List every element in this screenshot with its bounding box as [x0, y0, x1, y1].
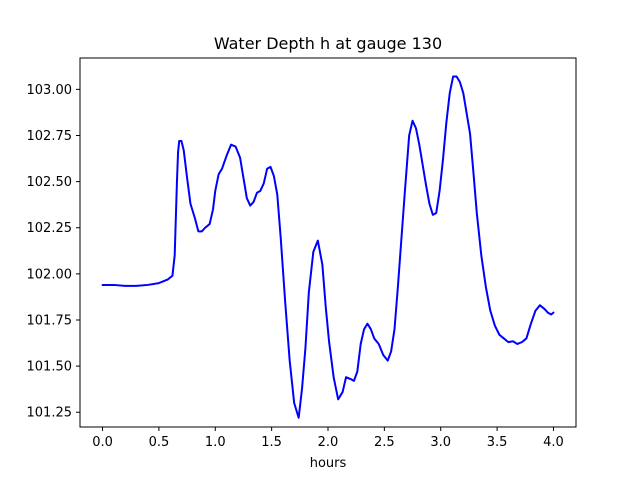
x-tick-label: 3.5	[487, 435, 508, 450]
plot-area	[79, 57, 577, 428]
y-tick-label: 102.50	[27, 175, 73, 190]
x-tick-label: 2.0	[318, 435, 339, 450]
y-tick-label: 102.00	[27, 267, 73, 282]
x-axis-label: hours	[310, 456, 347, 471]
y-tick-label: 102.75	[27, 129, 73, 144]
axes-frame	[79, 57, 577, 428]
x-tick-label: 0.0	[92, 435, 113, 450]
y-tick-label: 101.75	[27, 313, 73, 328]
x-tick-label: 1.0	[205, 435, 226, 450]
y-tick-label: 102.25	[27, 221, 73, 236]
x-tick-label: 3.0	[430, 435, 451, 450]
y-tick-label: 101.50	[27, 360, 73, 375]
chart-title: Water Depth h at gauge 130	[214, 34, 442, 53]
y-axis: 101.25 101.50 101.75 102.00 102.25 102.50 102.…	[27, 83, 80, 421]
x-tick-label: 2.5	[374, 435, 395, 450]
x-tick-label: 1.5	[261, 435, 282, 450]
x-tick-label: 4.0	[543, 435, 564, 450]
y-tick-label: 103.00	[27, 83, 73, 98]
series-line	[101, 75, 555, 419]
x-tick-label: 0.5	[149, 435, 170, 450]
y-tick-label: 101.25	[27, 406, 73, 421]
x-axis: 0.0 0.5 1.0 1.5 2.0 2.5 3.0 3.5 4.0	[92, 427, 564, 450]
